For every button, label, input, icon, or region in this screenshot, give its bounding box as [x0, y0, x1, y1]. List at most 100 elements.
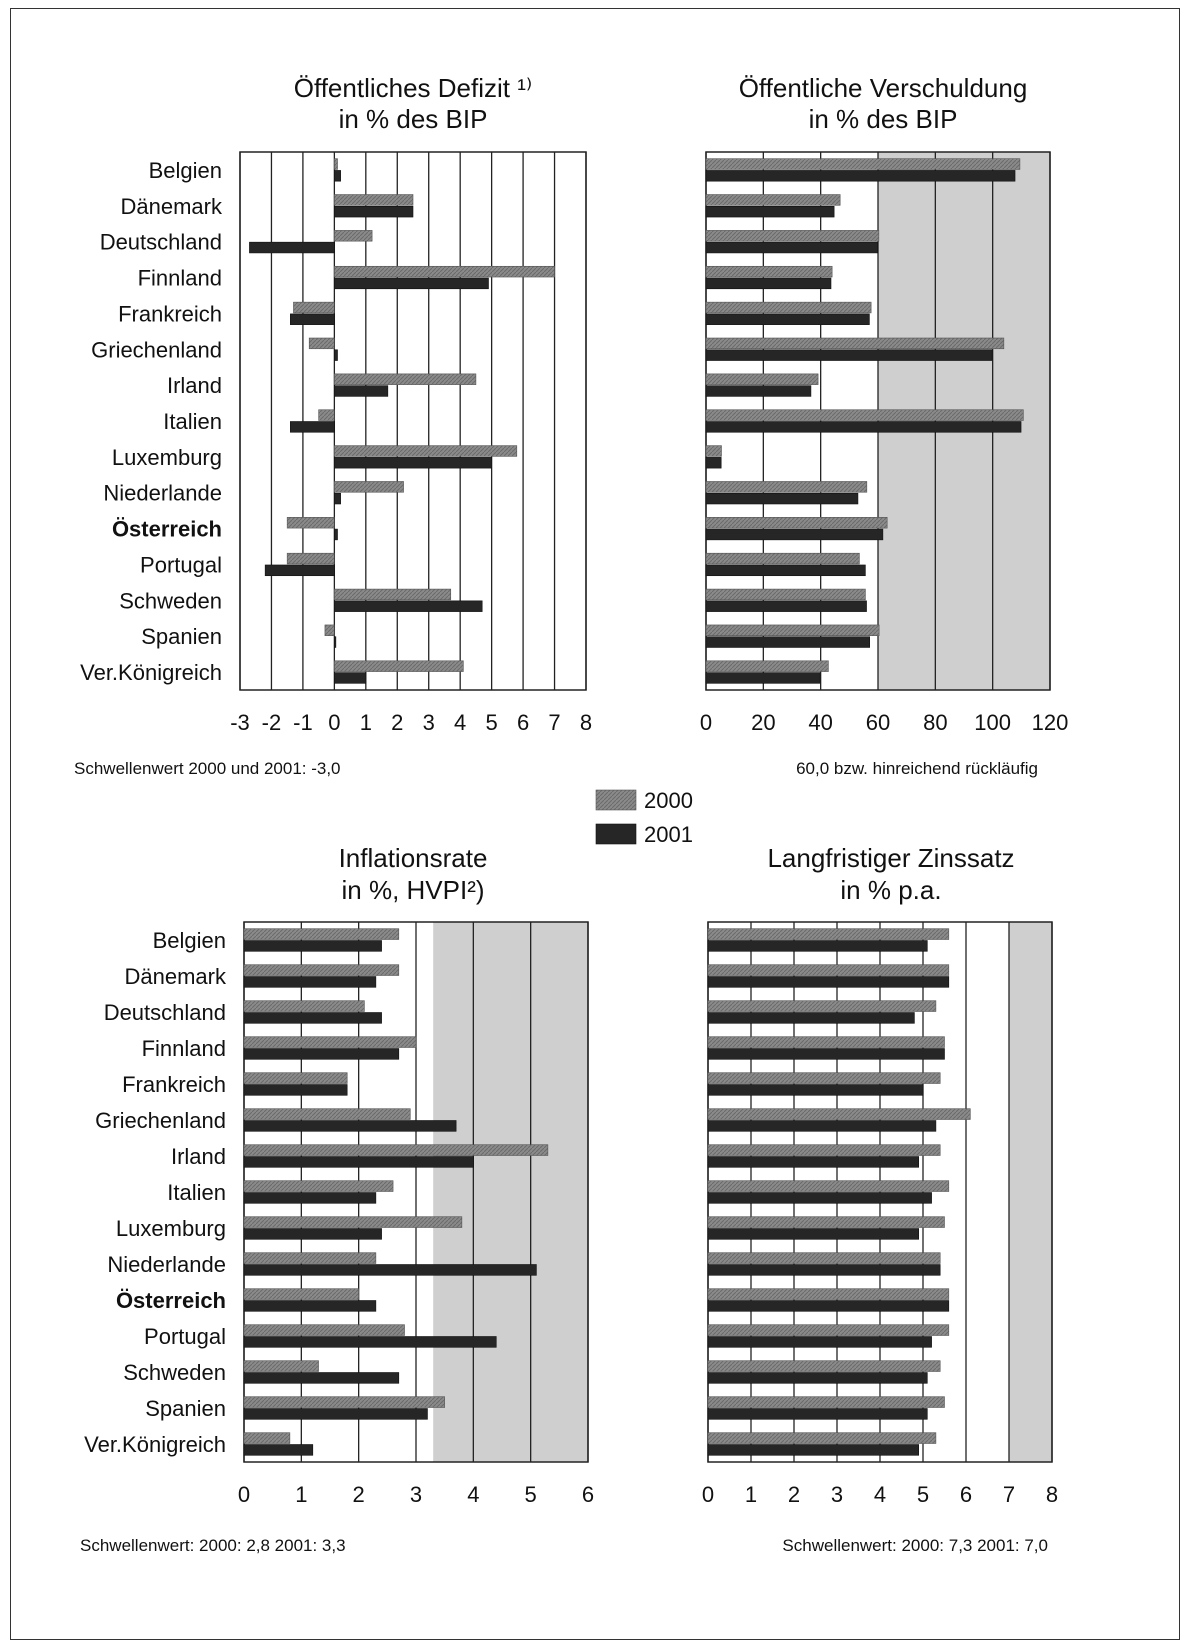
bar-2000	[334, 481, 404, 493]
category-label: Italien	[167, 1180, 226, 1205]
bar-2000	[334, 445, 518, 457]
category-label: Schweden	[123, 1360, 226, 1385]
bar-2000	[243, 1396, 445, 1408]
category-label: Griechenland	[95, 1108, 226, 1133]
chart-title: Öffentliches Defizit ¹⁾	[294, 73, 533, 103]
bar-2000	[705, 588, 866, 601]
chart-panel-3: 0 1 2 3 4 5 6 Belgien Dänemark Deutschland Finnlan…	[80, 843, 594, 1555]
bar-2000	[243, 1036, 417, 1048]
x-tick-label: 2	[353, 1482, 365, 1507]
x-tick-label: 0	[328, 710, 340, 735]
x-tick-label: 5	[917, 1482, 929, 1507]
bar-2001	[707, 1012, 915, 1024]
threshold-note: Schwellenwert: 2000: 2,8 2001: 3,3	[80, 1536, 346, 1555]
bar-2000	[707, 1072, 941, 1084]
bar-2001	[334, 206, 414, 218]
bar-2001	[707, 1372, 928, 1384]
chart-subtitle: in % p.a.	[840, 875, 941, 905]
bar-2000	[318, 409, 335, 421]
x-tick-label: 0	[702, 1482, 714, 1507]
bar-2001	[705, 170, 1016, 182]
bar-2001	[243, 1372, 400, 1384]
bar-2000	[334, 265, 555, 278]
bar-2001	[264, 564, 335, 577]
category-label: Spanien	[145, 1396, 226, 1421]
bar-2001	[705, 457, 722, 469]
bar-2000	[707, 1144, 941, 1156]
bar-2000	[308, 337, 335, 350]
bar-2000	[705, 373, 819, 385]
bar-2000	[243, 964, 400, 976]
page-frame	[10, 8, 1180, 1640]
bar-2001	[707, 1120, 937, 1132]
plot-frame	[243, 921, 589, 1463]
bar-2000	[707, 1288, 950, 1300]
category-label: Griechenland	[91, 337, 222, 362]
x-tick-label: 1	[295, 1482, 307, 1507]
bar-2000	[286, 517, 335, 529]
x-tick-label: 1	[745, 1482, 757, 1507]
bar-2000	[707, 1000, 937, 1012]
x-tick-label: 3	[831, 1482, 843, 1507]
category-label: Deutschland	[100, 230, 222, 255]
x-tick-label: -1	[293, 710, 313, 735]
bar-2000	[243, 1072, 348, 1084]
bar-2001	[334, 385, 389, 397]
bar-2001	[334, 600, 483, 612]
chart-title: Langfristiger Zinssatz	[767, 843, 1014, 873]
x-tick-label: 8	[1046, 1482, 1058, 1507]
bar-2001	[705, 385, 812, 397]
bar-2000	[705, 517, 888, 529]
bar-2000	[707, 1216, 945, 1228]
bar-2000	[705, 445, 722, 457]
bar-2000	[243, 1252, 377, 1264]
bar-2000	[705, 265, 833, 278]
bar-2001	[334, 528, 338, 541]
x-tick-label: 40	[808, 710, 832, 735]
bar-2001	[249, 241, 335, 254]
x-tick-label: 8	[580, 710, 592, 735]
x-tick-label: 2	[391, 710, 403, 735]
category-label: Österreich	[112, 517, 222, 542]
category-label: Frankreich	[122, 1072, 226, 1097]
threshold-note: 60,0 bzw. hinreichend rückläufig	[796, 759, 1038, 778]
bar-2000	[243, 1288, 359, 1300]
bar-2000	[705, 194, 841, 206]
bar-2001	[705, 206, 835, 218]
category-label: Luxemburg	[112, 445, 222, 470]
threshold-note: Schwellenwert 2000 und 2001: -3,0	[74, 759, 341, 778]
bar-2000	[707, 1324, 950, 1336]
x-tick-label: 7	[548, 710, 560, 735]
bar-2001	[705, 349, 993, 361]
x-tick-label: 4	[454, 710, 466, 735]
x-tick-label: 6	[960, 1482, 972, 1507]
bar-2001	[243, 1192, 377, 1204]
bar-2001	[705, 241, 878, 254]
bar-2000	[707, 1252, 941, 1264]
bar-2001	[334, 636, 337, 648]
chart-title: Öffentliche Verschuldung	[739, 73, 1028, 103]
bar-2001	[243, 1084, 348, 1096]
x-tick-label: 60	[866, 710, 890, 735]
bar-2001	[334, 672, 367, 684]
bar-2001	[705, 528, 884, 541]
chart-subtitle: in % des BIP	[339, 104, 488, 134]
x-tick-label: 5	[486, 710, 498, 735]
bar-2000	[707, 1180, 950, 1192]
bar-2001	[243, 940, 382, 952]
bar-2001	[243, 1444, 314, 1456]
bar-2001	[243, 976, 377, 988]
bar-2001	[707, 1444, 919, 1456]
bar-2000	[243, 1216, 463, 1228]
x-tick-label: 7	[1003, 1482, 1015, 1507]
x-tick-label: 100	[974, 710, 1011, 735]
x-tick-label: 6	[582, 1482, 594, 1507]
bar-2000	[705, 301, 872, 314]
category-label: Frankreich	[118, 301, 222, 326]
bar-2000	[707, 1108, 971, 1120]
bar-2001	[243, 1228, 382, 1240]
category-label: Dänemark	[125, 964, 227, 989]
category-label: Luxemburg	[116, 1216, 226, 1241]
